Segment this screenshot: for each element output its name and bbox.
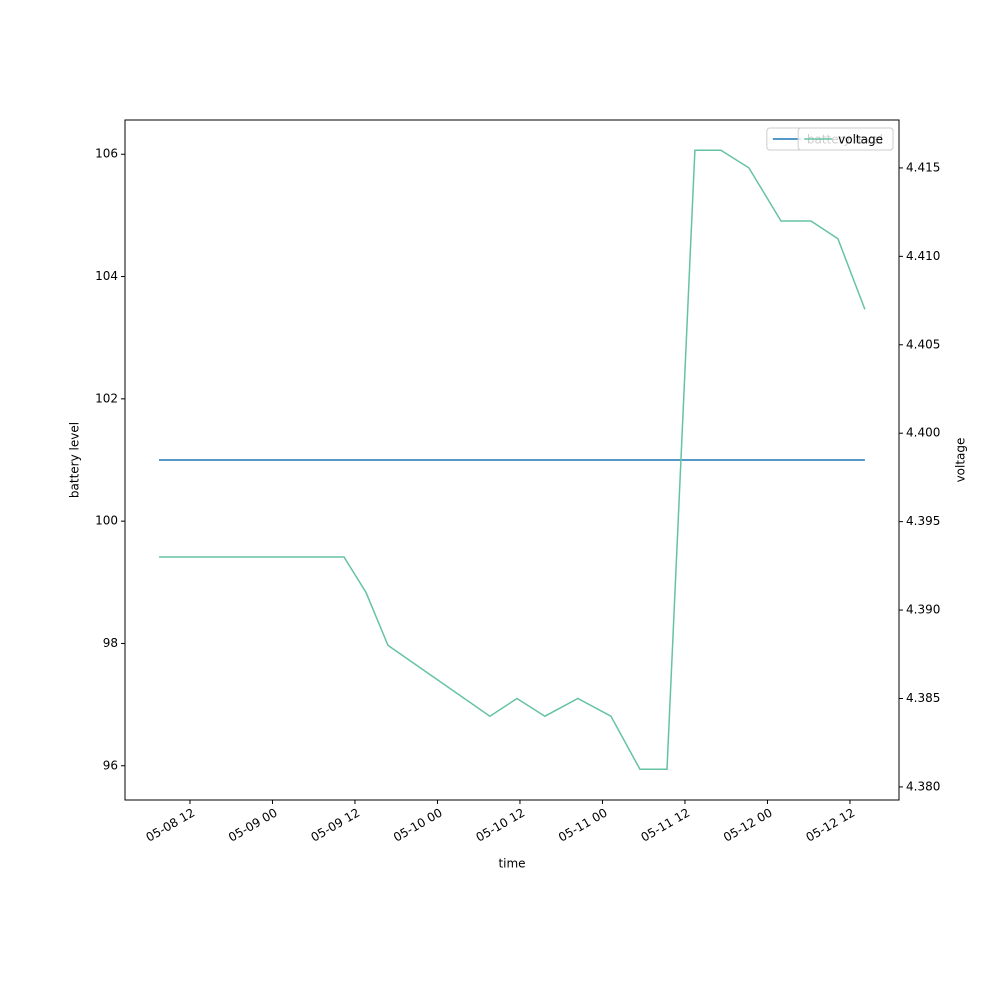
y-tick-label: 106	[95, 147, 118, 161]
y2-tick-label: 4.410	[906, 249, 940, 263]
y2-tick-label: 4.380	[906, 779, 940, 793]
y-tick-label: 98	[103, 636, 118, 650]
y2-tick-label: 4.400	[906, 426, 940, 440]
line-series	[159, 149, 866, 770]
y2-axis-label: voltage	[954, 438, 968, 483]
legend-box	[797, 127, 894, 151]
y2-tick-label: 4.385	[906, 691, 940, 705]
y2-tick-label: 4.405	[906, 337, 940, 351]
y2-tick-label: 4.390	[906, 603, 940, 617]
y2-tick-label: 4.415	[906, 160, 940, 174]
plot-frame	[124, 119, 900, 801]
y-tick-label: 102	[95, 391, 118, 405]
y-tick-label: 104	[95, 269, 118, 283]
y2-tick-label: 4.395	[906, 514, 940, 528]
x-axis-label: time	[498, 857, 525, 871]
legend-label: voltage	[838, 133, 883, 147]
y-tick-label: 96	[103, 758, 118, 772]
y-tick-label: 100	[95, 514, 118, 528]
legend: voltage	[797, 127, 894, 151]
y-axis-label: battery level	[68, 422, 82, 498]
